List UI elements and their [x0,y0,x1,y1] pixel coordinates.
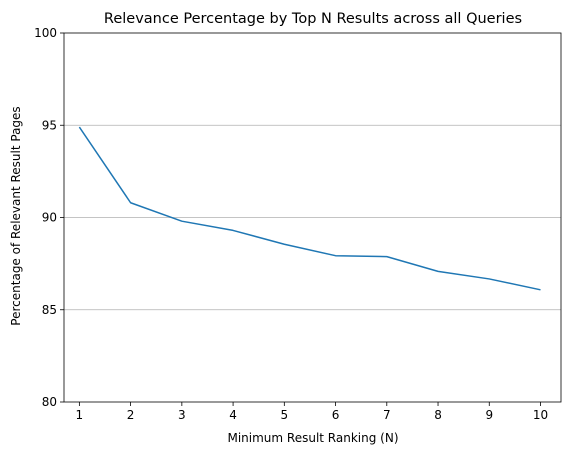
x-tick-label-3: 3 [178,408,186,422]
y-axis-label: Percentage of Relevant Result Pages [9,106,23,325]
x-axis-label: Minimum Result Ranking (N) [227,431,398,445]
x-axis-ticks: 1 2 3 4 5 6 7 8 9 10 [76,402,549,422]
x-tick-label-5: 5 [280,408,288,422]
x-tick-label-2: 2 [127,408,135,422]
x-tick-label-10: 10 [533,408,548,422]
x-tick-label-4: 4 [229,408,237,422]
x-tick-label-1: 1 [76,408,84,422]
y-tick-label-100: 100 [34,26,57,40]
x-tick-label-9: 9 [485,408,493,422]
y-tick-label-80: 80 [42,395,57,409]
y-tick-label-85: 85 [42,303,57,317]
series-layer [79,127,540,290]
series-line-1 [79,127,540,290]
y-axis-ticks: 80 85 90 95 100 [34,26,64,409]
x-tick-label-7: 7 [383,408,391,422]
x-tick-label-8: 8 [434,408,442,422]
x-tick-label-6: 6 [332,408,340,422]
chart-title: Relevance Percentage by Top N Results ac… [104,11,522,27]
y-tick-label-95: 95 [42,118,57,132]
y-tick-label-90: 90 [42,211,57,225]
grid-lines [64,125,561,310]
